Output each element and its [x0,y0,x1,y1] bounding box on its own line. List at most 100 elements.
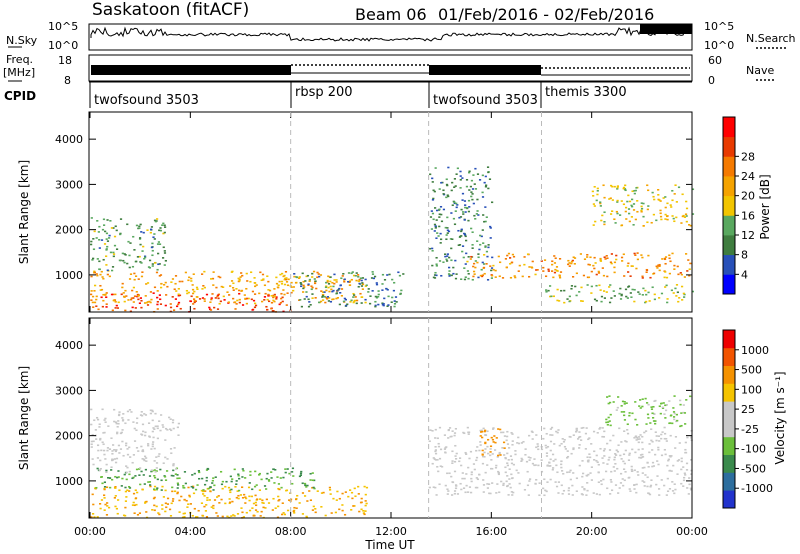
scatter-point [595,299,598,302]
scatter-point [343,278,346,281]
scatter-point [643,431,646,434]
y-tick-label: 1000 [55,269,83,282]
scatter-point [506,430,509,433]
cpid-segment-label: twofsound 3503 [94,93,199,108]
scatter-point [675,413,678,416]
scatter-point [671,422,674,425]
scatter-point [138,468,141,470]
scatter-point [605,291,608,293]
scatter-point [664,271,667,273]
scatter-point [664,262,667,265]
scatter-point [568,471,571,473]
scatter-point [460,208,463,211]
scatter-point [653,412,656,415]
scatter-point [505,439,508,442]
scatter-point [503,454,506,456]
scatter-point [358,510,361,513]
scatter-point [105,248,108,250]
scatter-point [552,460,555,462]
scatter-point [153,474,156,477]
scatter-point [156,427,159,430]
scatter-point [639,454,643,456]
scatter-point [680,273,683,276]
scatter-point [435,256,438,259]
scatter-point [296,494,299,497]
scatter-point [654,422,657,425]
scatter-point [589,256,592,259]
scatter-point [632,224,635,226]
scatter-point [202,490,205,493]
scatter-point [109,220,112,222]
scatter-point [104,294,107,296]
scatter-point [614,462,617,465]
scatter-point [105,303,108,305]
scatter-point [434,446,437,448]
scatter-point [616,406,619,409]
scatter-point [560,289,563,292]
scatter-point [654,399,657,402]
scatter-point [172,427,175,430]
scatter-point [689,224,692,227]
scatter-point [498,491,501,494]
scatter-point [105,514,109,516]
scatter-point [103,509,106,511]
scatter-point [267,293,270,296]
scatter-point [109,486,112,489]
scatter-point [596,461,599,464]
scatter-point [113,299,116,302]
freq-bar-segment-2 [429,65,541,75]
scatter-point [572,256,575,259]
scatter-point [453,186,456,188]
scatter-point [552,276,555,279]
scatter-point [619,287,622,290]
scatter-point [114,475,117,478]
scatter-point [191,292,195,295]
colorbar-tick-label: 100 [741,383,762,396]
scatter-point [647,189,650,192]
scatter-point [265,305,268,308]
scatter-point [606,423,609,426]
scatter-point [359,277,362,280]
scatter-point [470,473,473,476]
scatter-point [171,421,175,424]
scatter-point [429,173,432,176]
scatter-point [685,462,689,465]
scatter-point [603,297,606,299]
scatter-point [284,277,287,280]
scatter-point [666,218,669,221]
x-tick-label: 00:00 [676,525,708,538]
scatter-point [164,427,168,430]
scatter-point [265,498,268,501]
scatter-point [302,291,305,293]
scatter-point [446,472,449,475]
scatter-point [143,302,147,304]
scatter-point [181,280,184,283]
scatter-point [283,293,286,296]
scatter-point [111,458,114,461]
scatter-point [159,429,162,432]
scatter-point [229,491,232,494]
scatter-point [682,476,686,479]
scatter-point [470,471,473,473]
scatter-point [154,262,157,264]
scatter-point [560,442,563,445]
scatter-point [299,282,302,284]
scatter-point [311,472,314,474]
scatter-point [128,490,131,492]
scatter-point [530,430,533,433]
scatter-point [660,402,663,405]
scatter-point [172,464,175,466]
scatter-point [131,477,134,480]
scatter-point [312,505,315,508]
scatter-point [468,171,471,174]
scatter-point [94,487,97,490]
scatter-point [308,280,311,282]
scatter-point [192,273,195,275]
scatter-point [608,395,611,397]
scatter-point [206,468,210,470]
scatter-point [482,214,485,216]
scatter-point [116,499,120,501]
scatter-point [153,485,157,488]
scatter-point [436,459,439,461]
scatter-point [492,427,495,429]
